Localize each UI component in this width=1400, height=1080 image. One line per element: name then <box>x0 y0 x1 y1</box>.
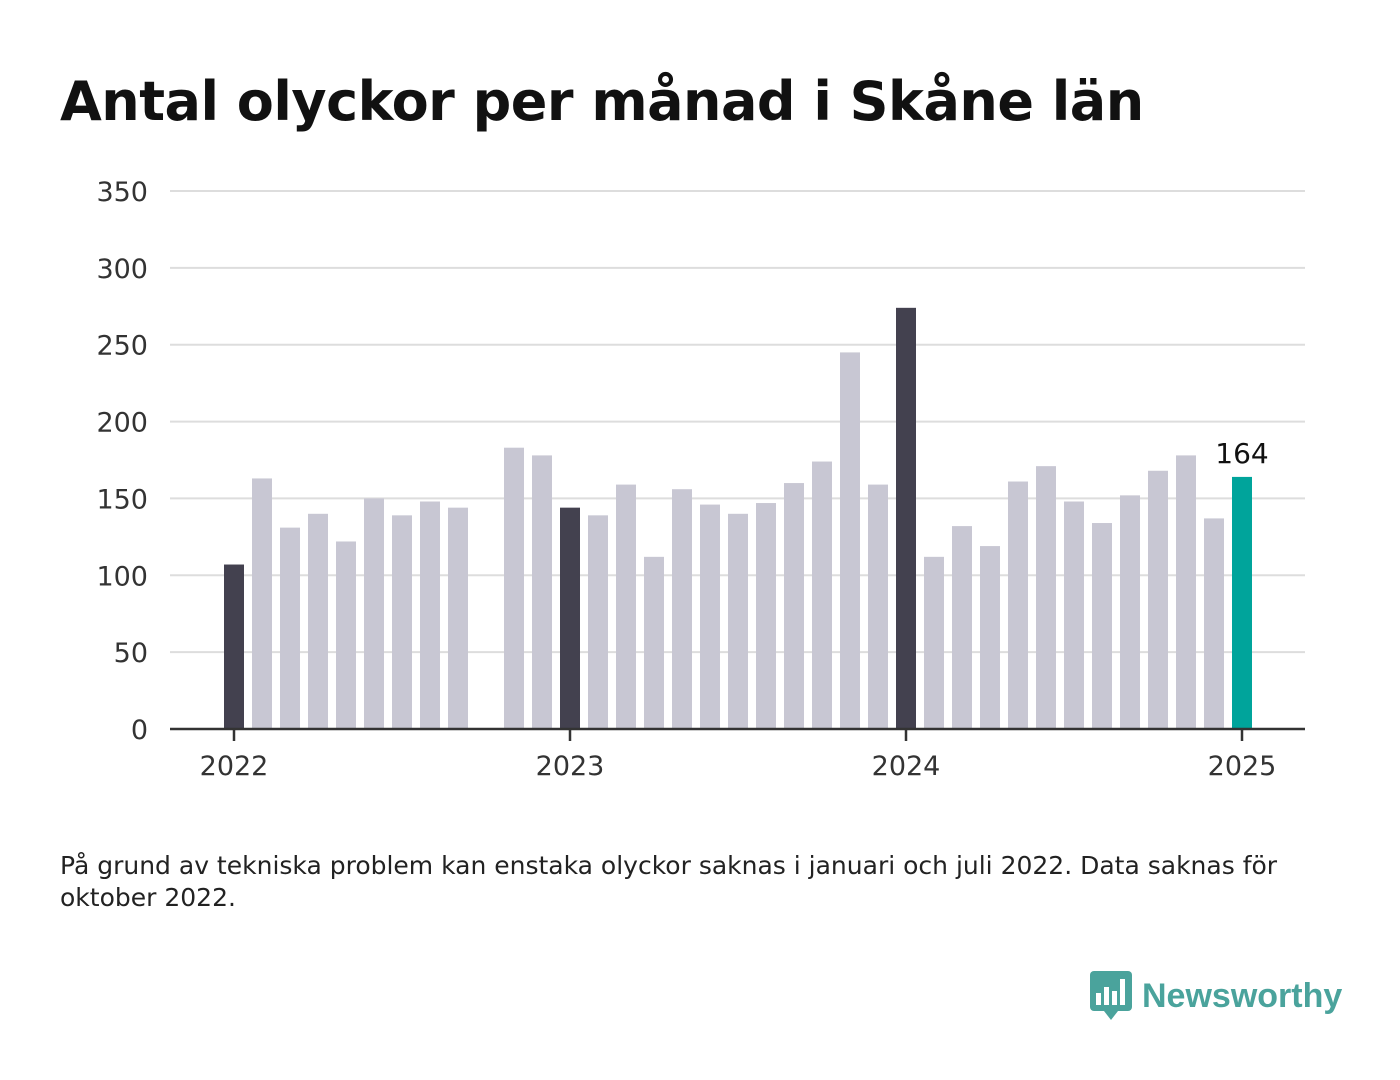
bar-chart: 0 50 100 150 200 250 300 350 2022 2023 2024 2025 164 <box>96 177 1305 782</box>
bar <box>672 489 692 729</box>
y-tick-label: 350 <box>96 177 148 208</box>
bar <box>1148 470 1168 729</box>
chart-title: Antal olyckor per månad i Skåne län <box>60 70 1144 133</box>
y-tick-label: 250 <box>96 331 148 362</box>
bar <box>504 447 524 729</box>
bar <box>1036 466 1056 729</box>
bar <box>1008 481 1028 729</box>
bar <box>756 503 776 729</box>
y-tick-label: 0 <box>131 715 148 746</box>
bar <box>924 556 944 729</box>
bar <box>1064 501 1084 729</box>
y-tick-label: 150 <box>96 484 148 515</box>
bar <box>1204 518 1224 729</box>
x-tick-label: 2022 <box>200 751 269 782</box>
bar <box>252 478 272 729</box>
footnote: På grund av tekniska problem kan enstaka… <box>60 851 1278 912</box>
bar <box>1232 476 1252 729</box>
x-tick-label: 2023 <box>536 751 605 782</box>
bar <box>840 352 860 729</box>
bar <box>784 483 804 729</box>
bar <box>868 484 888 729</box>
bar <box>532 455 552 729</box>
bar <box>336 541 356 729</box>
bar <box>952 526 972 729</box>
bar <box>224 564 244 729</box>
bar <box>700 504 720 729</box>
y-tick-label: 100 <box>96 561 148 592</box>
bar <box>896 307 916 729</box>
bar <box>420 501 440 729</box>
y-tick-label: 300 <box>96 254 148 285</box>
bar <box>588 515 608 729</box>
bar <box>980 546 1000 729</box>
y-tick-label: 50 <box>114 638 148 669</box>
bar <box>1120 495 1140 729</box>
logo-text: Newsworthy <box>1142 976 1343 1015</box>
data-label: 164 <box>1215 437 1268 470</box>
bar <box>616 484 636 729</box>
bar <box>392 515 412 729</box>
bar <box>728 513 748 729</box>
bar <box>560 507 580 729</box>
bar <box>812 461 832 729</box>
bar <box>448 507 468 729</box>
bar <box>364 498 384 729</box>
newsworthy-logo: Newsworthy <box>1090 970 1342 1022</box>
bar <box>308 513 328 729</box>
bar <box>1092 523 1112 729</box>
x-tick-label: 2024 <box>872 751 941 782</box>
x-tick-label: 2025 <box>1208 751 1277 782</box>
bar <box>280 527 300 729</box>
bar <box>1176 455 1196 729</box>
y-tick-label: 200 <box>96 408 148 439</box>
bar-chart-speech-icon <box>1090 971 1132 1020</box>
bar <box>644 556 664 729</box>
